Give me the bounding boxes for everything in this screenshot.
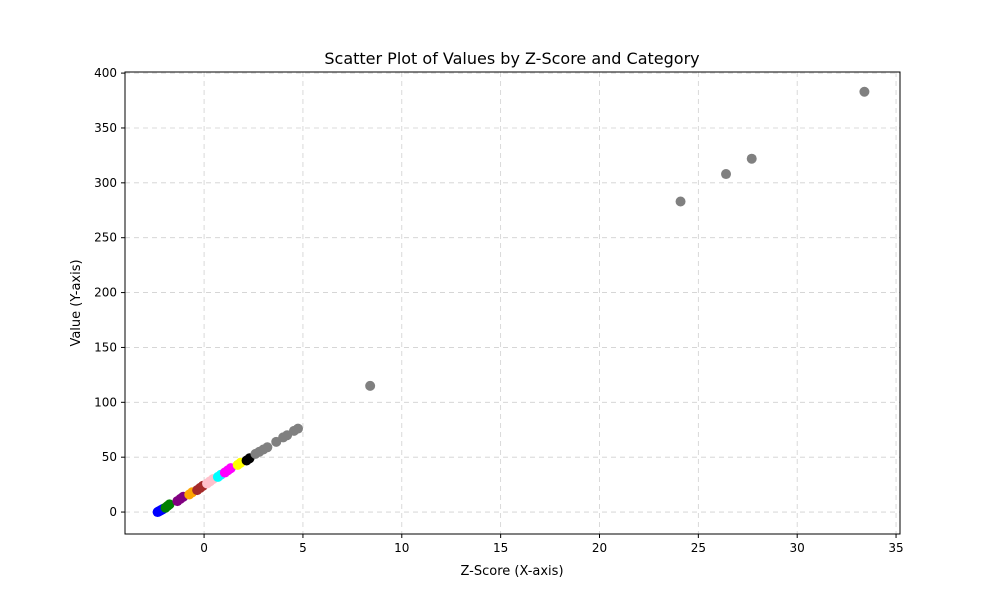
x-axis-ticks: 0 5 10 15 20 25 30 35 xyxy=(200,534,904,555)
data-point xyxy=(721,169,732,180)
x-tick-label: 35 xyxy=(888,541,903,555)
data-point xyxy=(746,153,757,164)
x-tick-label: 0 xyxy=(200,541,208,555)
y-axis-label: Value (Y-axis) xyxy=(69,259,84,346)
x-tick-label: 5 xyxy=(299,541,307,555)
data-point xyxy=(859,86,870,97)
y-tick-label: 300 xyxy=(94,176,117,190)
x-tick-label: 10 xyxy=(394,541,409,555)
chart-title: Scatter Plot of Values by Z-Score and Ca… xyxy=(324,49,699,68)
x-tick-label: 15 xyxy=(493,541,508,555)
y-tick-label: 100 xyxy=(94,395,117,409)
y-tick-label: 200 xyxy=(94,286,117,300)
y-axis-ticks: 0 50 100 150 200 250 300 350 400 xyxy=(94,66,125,519)
y-tick-label: 250 xyxy=(94,231,117,245)
y-tick-label: 400 xyxy=(94,66,117,80)
data-point xyxy=(262,442,273,453)
y-tick-label: 50 xyxy=(102,450,117,464)
x-tick-label: 30 xyxy=(790,541,805,555)
y-tick-label: 0 xyxy=(109,505,117,519)
y-tick-label: 150 xyxy=(94,340,117,354)
y-tick-label: 350 xyxy=(94,121,117,135)
data-point xyxy=(164,499,175,510)
data-point xyxy=(292,423,303,434)
x-tick-label: 20 xyxy=(592,541,607,555)
x-tick-label: 25 xyxy=(691,541,706,555)
data-points xyxy=(152,86,870,518)
x-axis-label: Z-Score (X-axis) xyxy=(460,564,563,579)
grid-lines xyxy=(125,72,900,534)
data-point xyxy=(675,196,686,207)
plot-frame xyxy=(124,71,901,535)
data-point xyxy=(365,380,376,391)
